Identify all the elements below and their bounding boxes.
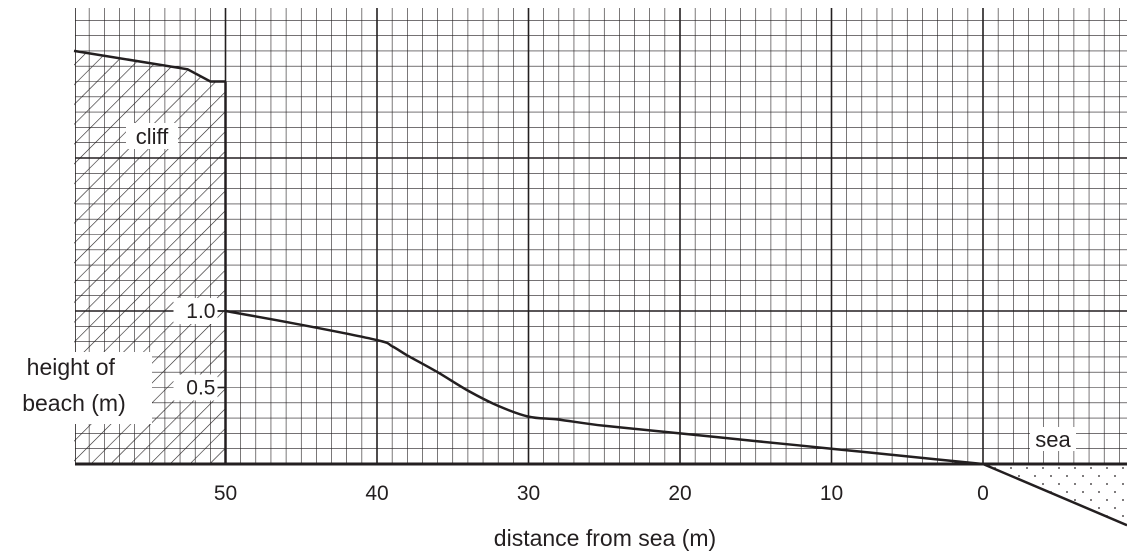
cliff-label: cliff — [136, 124, 169, 149]
x-axis-title: distance from sea (m) — [494, 525, 716, 551]
y-axis-title: height of beach (m) — [22, 354, 126, 416]
y-tick-labels: 1.0 0.5 — [173, 298, 226, 401]
y-tick-label: 0.5 — [186, 377, 215, 400]
y-tick-label: 1.0 — [186, 300, 215, 323]
x-tick-label: 10 — [820, 482, 843, 505]
y-tick-label-background — [173, 298, 218, 324]
x-tick-label: 50 — [214, 482, 237, 505]
y-axis-title-line-2: beach (m) — [22, 390, 126, 416]
x-tick-labels: 50 40 30 20 10 0 — [214, 482, 989, 505]
y-axis-title-background — [0, 352, 152, 424]
sea-label-background — [1030, 427, 1076, 451]
x-tick-label: 30 — [517, 482, 540, 505]
major-grid — [75, 8, 1127, 464]
x-tick-label: 40 — [365, 482, 388, 505]
x-tick-label: 20 — [668, 482, 691, 505]
beach-profile-line — [225, 309, 984, 466]
sea-surface-line — [982, 462, 1127, 527]
y-axis-title-line-1: height of — [27, 354, 116, 380]
minor-grid — [75, 8, 1127, 464]
y-tick-label-background — [173, 374, 218, 401]
x-tick-label: 0 — [977, 482, 989, 505]
cliff-top-line — [73, 49, 226, 83]
cliff-label-background — [126, 123, 178, 149]
sea-label: sea — [1035, 427, 1071, 452]
